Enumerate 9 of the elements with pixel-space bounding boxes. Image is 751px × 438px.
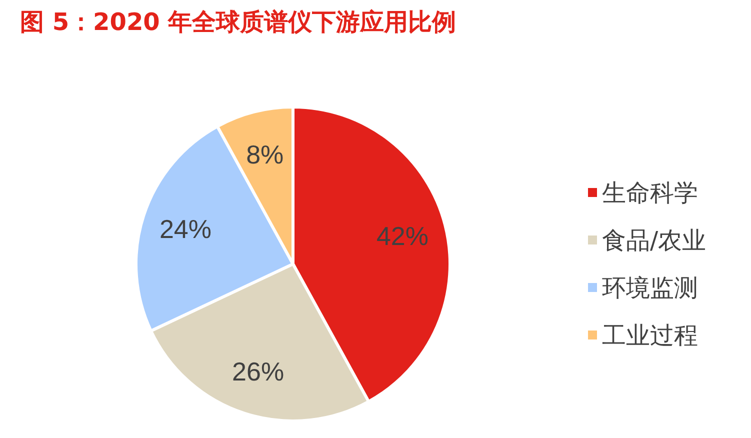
data-label: 42% bbox=[376, 220, 429, 251]
data-label: 8% bbox=[246, 140, 284, 170]
legend-label: 食品/农业 bbox=[602, 226, 706, 254]
legend-label: 环境监测 bbox=[602, 274, 698, 302]
data-label: 26% bbox=[232, 356, 284, 387]
legend-label: 生命科学 bbox=[602, 179, 698, 207]
data-label: 24% bbox=[159, 214, 212, 244]
legend-label: 工业过程 bbox=[602, 322, 698, 350]
chart-title: 图 5：2020 年全球质谱仪下游应用比例 bbox=[20, 8, 456, 36]
